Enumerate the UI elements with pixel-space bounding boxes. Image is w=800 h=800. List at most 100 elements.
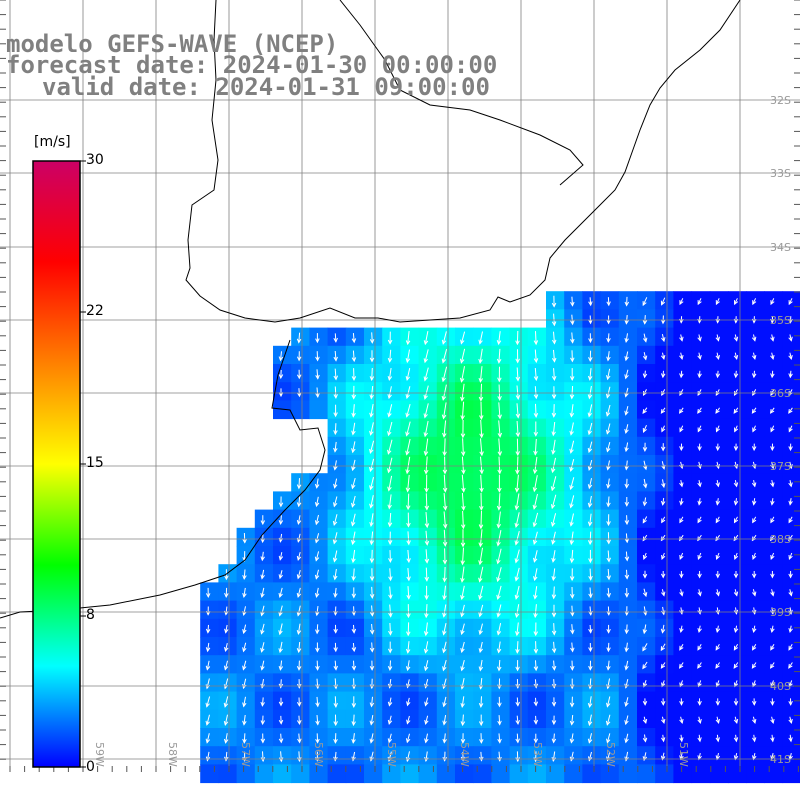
wind-speed-cell — [527, 527, 547, 547]
wind-speed-cell — [491, 491, 511, 511]
wind-speed-cell — [764, 546, 784, 565]
wind-speed-cell — [709, 673, 729, 693]
wind-speed-cell — [691, 673, 711, 693]
wind-speed-cell — [418, 728, 438, 747]
wind-vector-arrow — [733, 698, 739, 706]
wind-vector-arrow — [770, 352, 775, 360]
wind-speed-cell — [327, 764, 347, 784]
wind-speed-cell — [600, 436, 620, 456]
wind-vector-arrow — [351, 624, 357, 634]
wind-speed-cell — [527, 728, 547, 747]
wind-vector-arrow — [697, 352, 702, 360]
wind-vector-arrow — [569, 714, 575, 726]
wind-vector-arrow — [369, 733, 374, 744]
wind-speed-cell — [618, 618, 638, 638]
wind-speed-cell — [728, 309, 747, 329]
wind-speed-cell — [200, 728, 219, 747]
wind-vector-arrow — [752, 589, 757, 597]
wind-vector-arrow — [442, 715, 447, 726]
wind-vector-arrow — [624, 387, 629, 398]
wind-speed-cell — [709, 764, 729, 784]
wind-speed-cell — [491, 691, 511, 711]
wind-speed-cell — [436, 491, 456, 511]
wind-speed-cell — [600, 364, 620, 383]
wind-vector-arrow — [679, 734, 684, 743]
colorbar-unit: [m/s] — [34, 134, 71, 150]
wind-vector-arrow — [497, 696, 502, 708]
wind-vector-arrow — [642, 315, 648, 325]
wind-vector-arrow — [369, 660, 375, 671]
wind-vector-arrow — [515, 349, 520, 364]
wind-speed-cell — [673, 291, 693, 310]
wind-speed-cell — [564, 764, 583, 784]
wind-speed-cell — [600, 546, 620, 565]
wind-vector-arrow — [533, 586, 538, 600]
wind-speed-cell — [273, 600, 292, 620]
wind-vector-arrow — [496, 641, 502, 654]
wind-vector-arrow — [587, 478, 593, 490]
wind-vector-arrow — [369, 495, 374, 509]
wind-speed-cell — [473, 728, 492, 747]
wind-speed-cell — [382, 436, 401, 456]
wind-vector-arrow — [752, 680, 757, 688]
wind-speed-cell — [473, 400, 492, 420]
wind-speed-cell — [655, 764, 674, 784]
wind-vector-arrow — [605, 423, 611, 435]
latitude-label: 36S — [770, 387, 791, 400]
wind-vector-arrow — [679, 625, 684, 633]
wind-speed-cell — [600, 527, 620, 547]
wind-vector-arrow — [224, 624, 229, 634]
wind-speed-cell — [564, 309, 583, 329]
wind-speed-cell — [600, 582, 620, 602]
wind-speed-cell — [400, 709, 420, 729]
wind-vector-arrow — [533, 349, 539, 364]
wind-vector-arrow — [606, 733, 611, 744]
wind-vector-arrow — [624, 369, 629, 380]
wind-speed-cell — [491, 382, 511, 401]
wind-vector-arrow — [643, 460, 648, 471]
wind-speed-cell — [400, 436, 420, 456]
wind-speed-cell — [491, 527, 511, 547]
wind-vector-arrow — [369, 586, 375, 600]
wind-speed-cell — [637, 309, 656, 329]
wind-speed-cell — [218, 618, 238, 638]
wind-vector-arrow — [788, 680, 793, 688]
wind-speed-cell — [764, 637, 784, 656]
wind-vector-arrow — [661, 333, 666, 343]
wind-vector-arrow — [315, 369, 320, 380]
wind-speed-cell — [746, 546, 765, 565]
wind-vector-arrow — [497, 456, 502, 475]
wind-speed-cell — [582, 509, 602, 529]
wind-speed-cell — [455, 546, 474, 565]
wind-speed-cell — [382, 418, 401, 438]
wind-vector-arrow — [223, 714, 229, 726]
wind-speed-cell — [582, 527, 602, 547]
wind-speed-cell — [327, 473, 347, 492]
wind-speed-cell — [618, 582, 638, 602]
wind-vector-arrow — [460, 510, 466, 530]
wind-vector-arrow — [441, 384, 447, 401]
wind-vector-arrow — [569, 733, 575, 744]
wind-speed-cell — [364, 455, 383, 474]
wind-speed-cell — [200, 764, 219, 784]
wind-vector-arrow — [478, 529, 483, 548]
wind-vector-arrow — [788, 352, 793, 360]
wind-vector-arrow — [497, 438, 503, 457]
wind-vector-arrow — [752, 625, 757, 633]
wind-speed-cell — [509, 582, 529, 602]
wind-vector-arrow — [770, 298, 775, 306]
wind-speed-cell — [291, 728, 310, 747]
wind-speed-cell — [564, 509, 583, 529]
wind-speed-cell — [618, 491, 638, 511]
wind-speed-cell — [527, 582, 547, 602]
wind-speed-cell — [455, 637, 474, 656]
wind-vector-arrow — [315, 606, 320, 617]
longitude-label: 57W — [239, 742, 252, 767]
wind-speed-cell — [400, 455, 420, 474]
wind-speed-cell — [546, 436, 565, 456]
wind-vector-arrow — [606, 460, 611, 471]
wind-speed-cell — [236, 618, 256, 638]
wind-speed-cell — [364, 764, 383, 784]
wind-vector-arrow — [770, 389, 775, 396]
wind-speed-cell — [436, 618, 456, 638]
